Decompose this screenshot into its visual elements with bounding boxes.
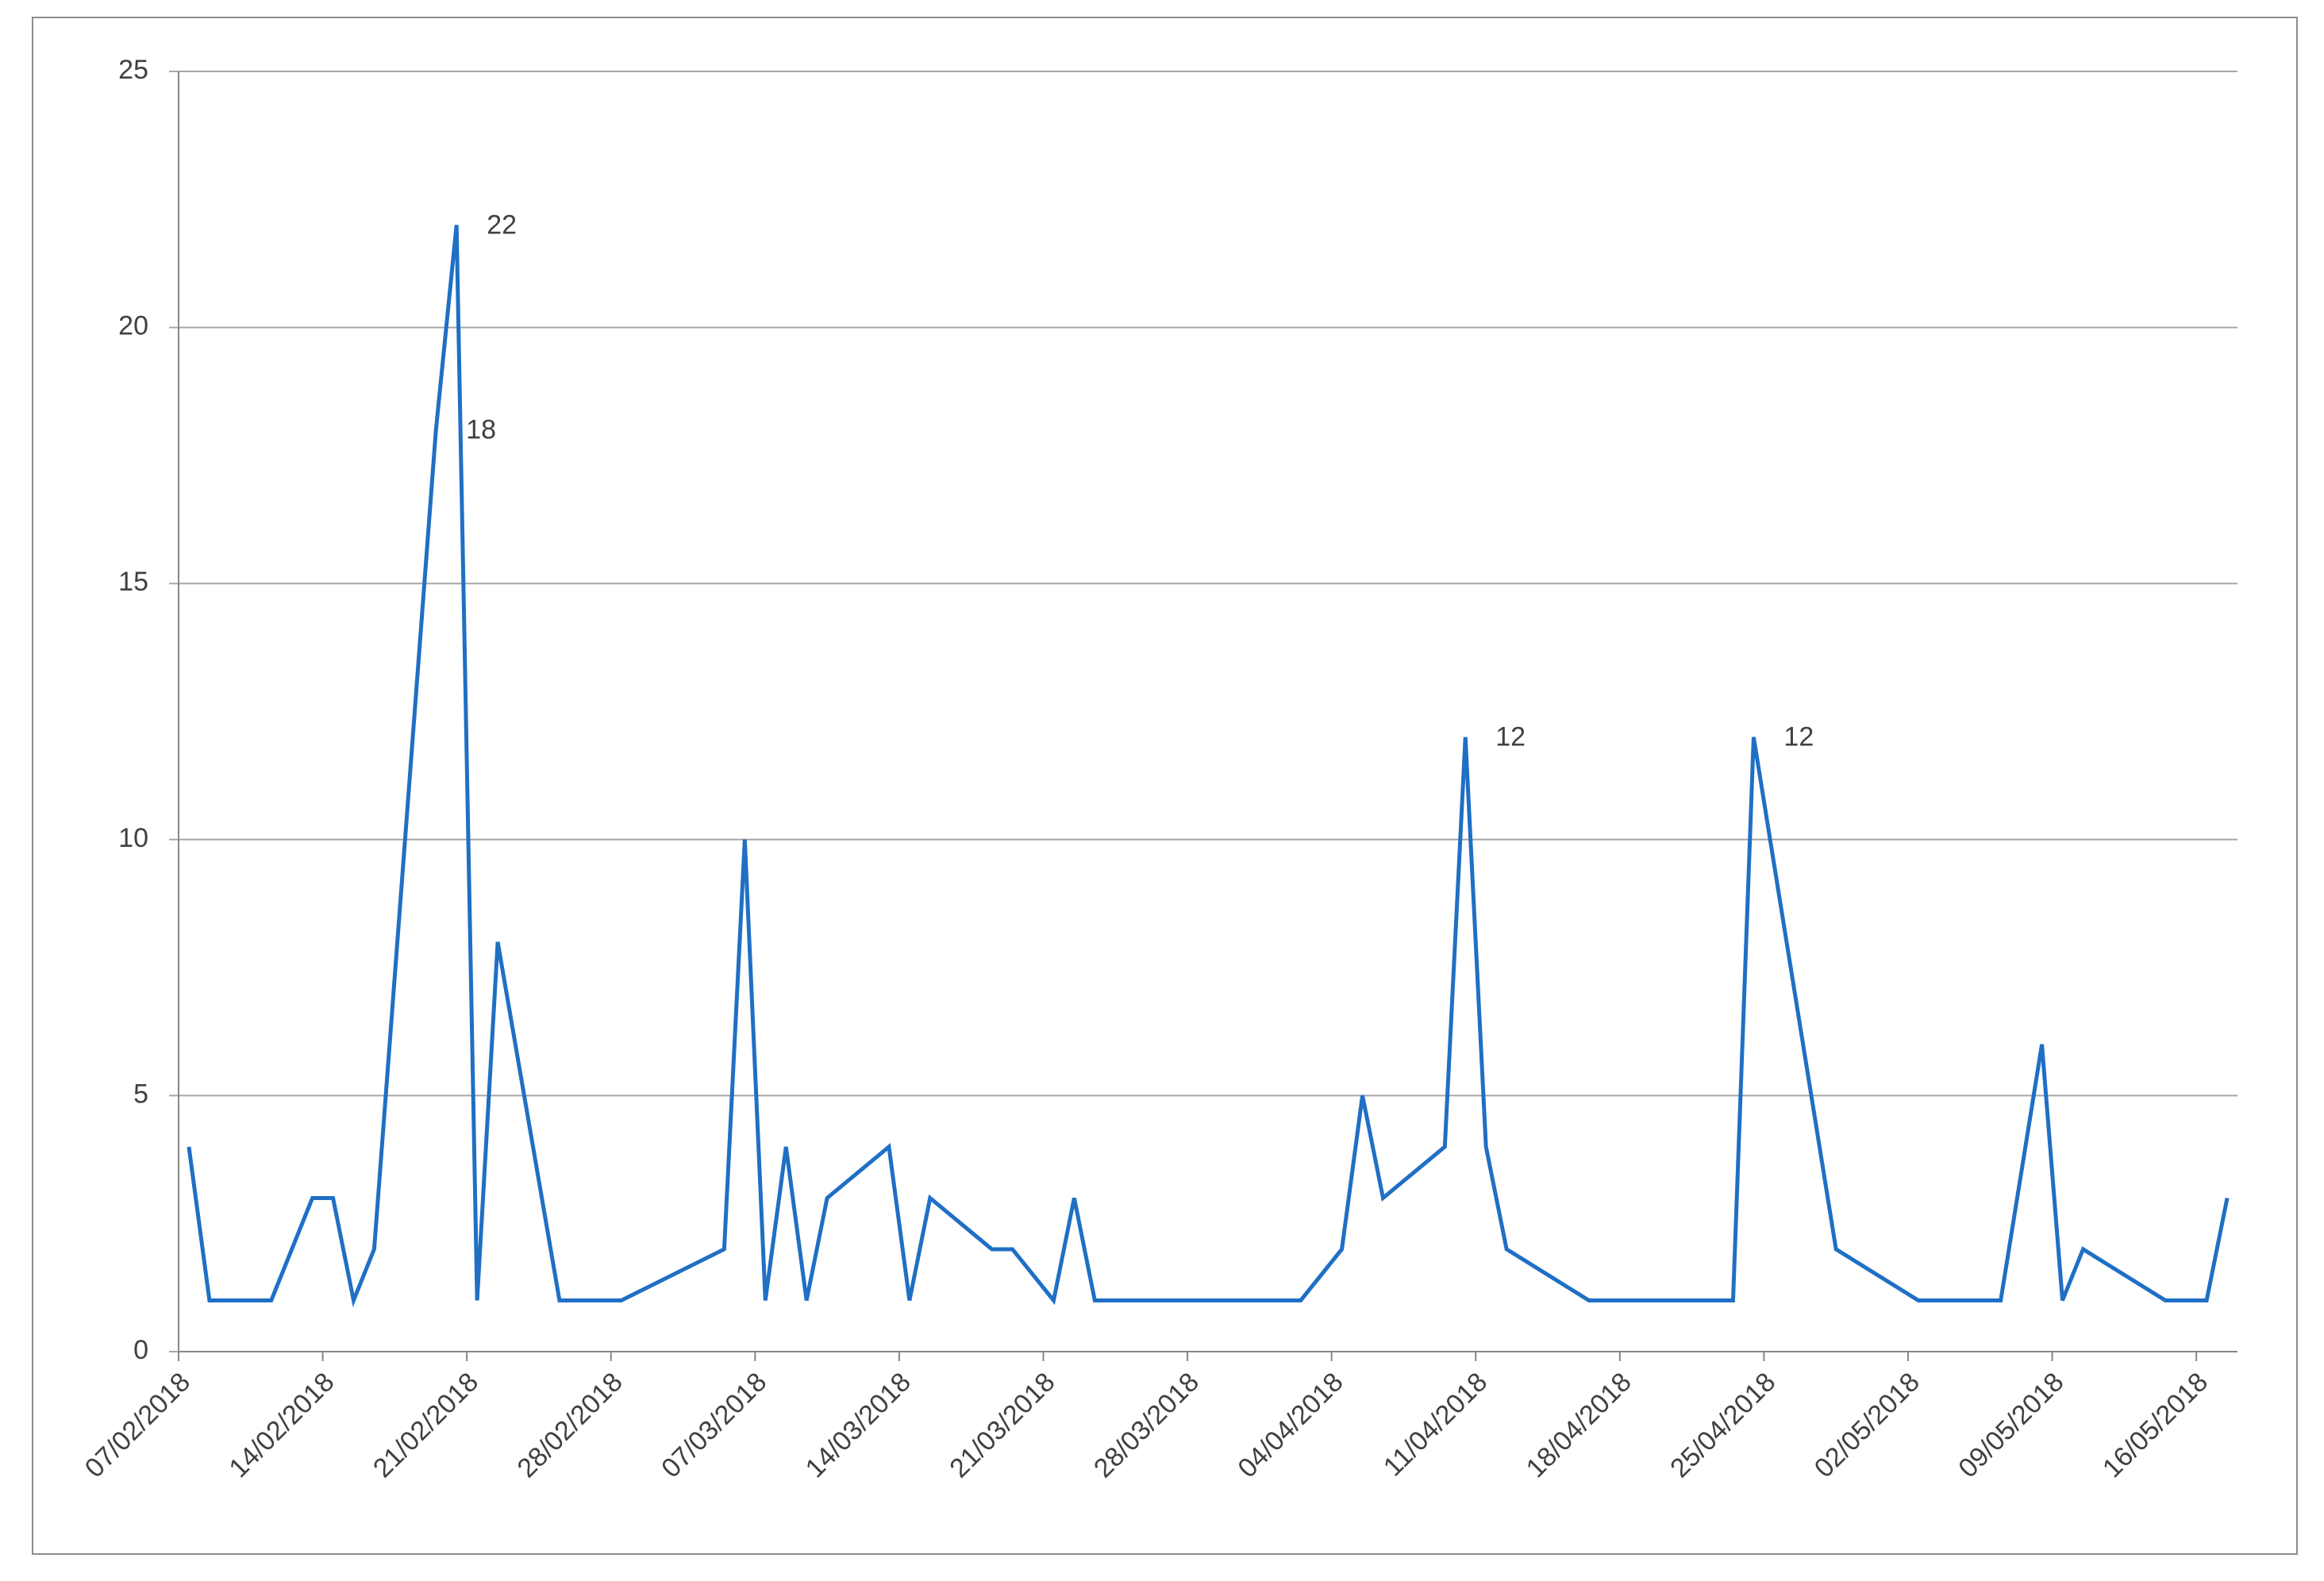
- chart-border: [32, 17, 2298, 1555]
- data-label: 22: [487, 210, 517, 240]
- y-tick-label: 15: [118, 567, 148, 597]
- y-tick-label: 10: [118, 823, 148, 853]
- y-tick-label: 25: [118, 55, 148, 85]
- line-series: [187, 225, 2230, 1308]
- data-label: 18: [466, 415, 496, 445]
- data-label: 12: [1495, 722, 1526, 752]
- y-tick-label: 0: [133, 1335, 148, 1365]
- data-label: 12: [1783, 722, 1814, 752]
- y-tick-label: 5: [133, 1079, 148, 1109]
- y-tick-label: 20: [118, 311, 148, 341]
